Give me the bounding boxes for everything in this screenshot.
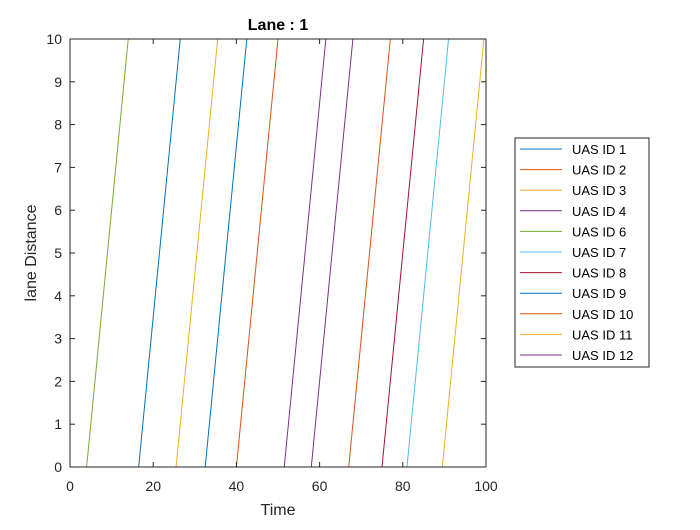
y-axis-title: lane Distance — [23, 204, 40, 301]
legend: UAS ID 1 UAS ID 2 UAS ID 3 UAS ID 4 UAS ID 6… — [514, 137, 650, 368]
y-tick-label: 8 — [54, 117, 62, 133]
x-tick-label: 100 — [474, 478, 498, 494]
legend-label: UAS ID 12 — [572, 348, 633, 363]
x-tick-label: 20 — [145, 478, 161, 494]
x-axis-title: Time — [261, 502, 296, 519]
series-line-10 — [441, 38, 485, 468]
series-line-9 — [348, 38, 391, 468]
y-tick-label: 3 — [54, 331, 62, 347]
legend-label: UAS ID 11 — [572, 327, 632, 342]
legend-label: UAS ID 3 — [572, 183, 626, 198]
legend-label: UAS ID 6 — [572, 224, 626, 239]
x-tick-label: 40 — [229, 478, 245, 494]
x-tick-label: 60 — [312, 478, 328, 494]
y-axis: 0 1 2 3 4 5 6 7 8 9 10 — [46, 31, 486, 475]
y-tick-label: 5 — [54, 245, 62, 261]
y-tick-label: 1 — [54, 416, 62, 432]
y-tick-label: 4 — [54, 288, 62, 304]
chart-title: Lane : 1 — [248, 17, 309, 34]
series-line-3 — [175, 38, 219, 468]
legend-label: UAS ID 9 — [572, 286, 626, 301]
y-tick-label: 10 — [46, 31, 62, 47]
x-tick-label: 80 — [395, 478, 411, 494]
series-line-11 — [310, 38, 354, 468]
y-tick-label: 9 — [54, 74, 62, 90]
series-line-4 — [283, 38, 327, 468]
legend-label: UAS ID 1 — [572, 142, 626, 157]
series-line-7 — [381, 38, 425, 468]
series-line-1 — [204, 38, 248, 468]
series-line-8 — [138, 38, 181, 468]
legend-label: UAS ID 10 — [572, 307, 633, 322]
legend-label: UAS ID 7 — [572, 245, 626, 260]
legend-label: UAS ID 8 — [572, 266, 626, 281]
series-line-6 — [406, 38, 450, 468]
legend-label: UAS ID 4 — [572, 204, 626, 219]
series-line-5 — [86, 38, 129, 468]
x-axis: 0 20 40 60 80 100 — [66, 39, 498, 494]
y-tick-label: 0 — [54, 459, 62, 475]
legend-label: UAS ID 2 — [572, 163, 626, 178]
x-tick-label: 0 — [66, 478, 74, 494]
plot-area — [70, 39, 486, 467]
series-layer — [86, 38, 485, 468]
y-tick-label: 2 — [54, 373, 62, 389]
series-line-2 — [235, 38, 279, 468]
y-tick-label: 7 — [54, 159, 62, 175]
y-tick-label: 6 — [54, 202, 62, 218]
